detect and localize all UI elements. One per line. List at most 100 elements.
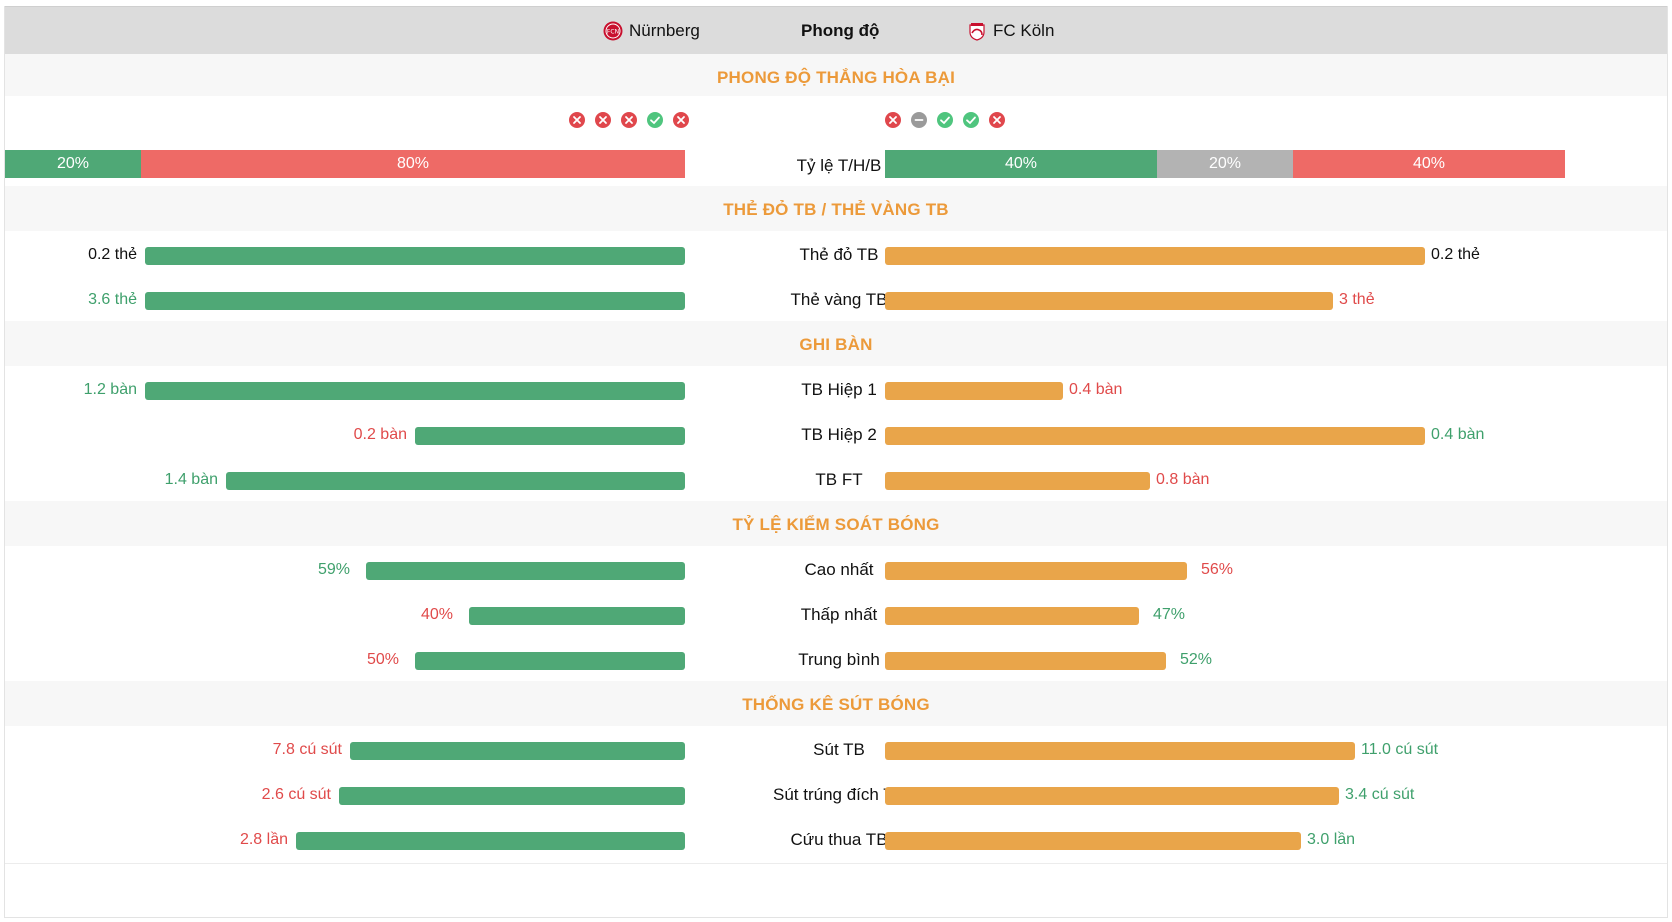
ratio-row: 20% 80% Tỷ lệ T/H/B 40% 20% 40% <box>5 142 1667 190</box>
stat-row-goals-h1: 1.2 bàn TB Hiệp 1 0.4 bàn <box>5 366 1667 414</box>
home-stat-bar <box>145 382 685 400</box>
stat-row-shots: 7.8 cú sút Sút TB 11.0 cú sút <box>5 726 1667 774</box>
stat-row-possession-avg: 50% Trung bình 52% <box>5 636 1667 684</box>
away-stat-value: 3.0 lần <box>1307 830 1356 848</box>
form-results-row <box>5 96 1667 144</box>
win-check-icon <box>937 111 953 128</box>
away-stat-bar <box>885 292 1333 310</box>
section-possession-title: TỶ LỆ KIỂM SOÁT BÓNG <box>5 501 1667 549</box>
nurnberg-crest-icon: FCN <box>603 21 623 41</box>
home-stat-value: 0.2 thẻ <box>88 245 137 263</box>
draw-minus-icon <box>911 111 927 128</box>
away-stat-bar <box>885 562 1187 580</box>
away-stat-bar <box>885 382 1063 400</box>
away-form-dots <box>884 96 1006 143</box>
loss-x-icon <box>885 111 901 128</box>
away-stat-value: 47% <box>1153 605 1186 623</box>
stat-label: Sút TB <box>813 739 865 759</box>
stat-row-possession-min: 40% Thấp nhất 47% <box>5 591 1667 639</box>
away-team-name: FC Köln <box>993 21 1055 40</box>
loss-x-icon <box>569 111 585 128</box>
away-stat-bar <box>885 247 1425 265</box>
home-stat-bar <box>145 292 685 310</box>
home-ratio-win-segment: 20% <box>5 150 141 178</box>
home-form-dots <box>568 96 690 143</box>
section-shots-title: THỐNG KÊ SÚT BÓNG <box>5 681 1667 729</box>
svg-text:FCN: FCN <box>607 29 619 36</box>
stat-row-yellow-cards: 3.6 thẻ Thẻ vàng TB 3 thẻ <box>5 276 1667 324</box>
home-stat-bar <box>415 652 685 670</box>
loss-x-icon <box>621 111 637 128</box>
away-stat-value: 56% <box>1201 560 1234 578</box>
win-check-icon <box>647 111 663 128</box>
koln-crest-icon <box>969 23 985 41</box>
stat-label: Cứu thua TB <box>790 829 888 849</box>
section-goals-title: GHI BÀN <box>5 321 1667 369</box>
home-stat-value: 0.2 bàn <box>353 425 407 443</box>
stat-label: TB FT <box>815 469 863 489</box>
ratio-label: Tỷ lệ T/H/B <box>796 156 882 175</box>
away-ratio-draw-segment: 20% <box>1157 150 1293 178</box>
away-stat-bar <box>885 427 1425 445</box>
away-ratio-bar: 40% 20% 40% <box>885 150 1565 178</box>
home-stat-value: 2.6 cú sút <box>261 785 331 803</box>
away-ratio-loss-segment: 40% <box>1293 150 1565 178</box>
home-ratio-loss-segment: 80% <box>141 150 685 178</box>
home-team-name: Nürnberg <box>629 21 700 40</box>
stat-row-saves: 2.8 lần Cứu thua TB 3.0 lần <box>5 816 1667 864</box>
home-stat-value: 40% <box>420 605 453 623</box>
away-stat-bar <box>885 607 1139 625</box>
stat-label: Trung bình <box>798 649 880 669</box>
loss-x-icon <box>989 111 1005 128</box>
away-stat-bar <box>885 832 1301 850</box>
home-team[interactable]: FCN Nürnberg <box>603 7 700 55</box>
home-stat-bar <box>366 562 685 580</box>
home-stat-bar <box>415 427 685 445</box>
away-stat-value: 0.4 bàn <box>1431 425 1485 443</box>
away-stat-value: 11.0 cú sút <box>1361 740 1439 758</box>
stat-label: Thấp nhất <box>800 604 878 624</box>
home-stat-value: 7.8 cú sút <box>272 740 342 758</box>
away-stat-bar <box>885 742 1355 760</box>
header-title: Phong độ <box>801 21 880 40</box>
away-stat-value: 52% <box>1180 650 1213 668</box>
stat-label: TB Hiệp 2 <box>801 424 877 444</box>
loss-x-icon <box>673 111 689 128</box>
stat-row-shots-on-target: 2.6 cú sút Sút trúng đích TB 3.4 cú sút <box>5 771 1667 819</box>
home-stat-value: 2.8 lần <box>239 830 288 848</box>
home-stat-bar <box>469 607 685 625</box>
stat-label: Thẻ đỏ TB <box>799 244 879 264</box>
stat-label: Cao nhất <box>804 559 874 579</box>
home-stat-value: 1.4 bàn <box>164 470 218 488</box>
form-comparison-widget: FCN Nürnberg Phong độ FC Köln PHONG ĐỘ T… <box>4 6 1668 918</box>
stat-row-goals-ft: 1.4 bàn TB FT 0.8 bàn <box>5 456 1667 504</box>
stat-label: Thẻ vàng TB <box>790 289 888 309</box>
away-ratio-win-segment: 40% <box>885 150 1157 178</box>
stat-row-goals-h2: 0.2 bàn TB Hiệp 2 0.4 bàn <box>5 411 1667 459</box>
home-stat-value: 1.2 bàn <box>83 380 137 398</box>
away-team[interactable]: FC Köln <box>967 7 1054 55</box>
section-cards-title: THẺ ĐỎ TB / THẺ VÀNG TB <box>5 186 1667 234</box>
away-stat-value: 0.2 thẻ <box>1431 245 1480 263</box>
home-stat-bar <box>350 742 685 760</box>
away-stat-value: 0.8 bàn <box>1156 470 1210 488</box>
section-form-title: PHONG ĐỘ THẮNG HÒA BẠI <box>5 54 1667 102</box>
away-stat-value: 0.4 bàn <box>1069 380 1123 398</box>
home-stat-bar <box>296 832 685 850</box>
home-stat-bar <box>339 787 685 805</box>
loss-x-icon <box>595 111 611 128</box>
header-bar: FCN Nürnberg Phong độ FC Köln <box>5 6 1667 54</box>
home-stat-bar <box>226 472 685 490</box>
away-stat-value: 3.4 cú sút <box>1345 785 1415 803</box>
home-stat-value: 3.6 thẻ <box>88 290 137 308</box>
away-stat-bar <box>885 652 1166 670</box>
stat-label: Sút trúng đích TB <box>773 784 905 804</box>
stat-row-possession-max: 59% Cao nhất 56% <box>5 546 1667 594</box>
home-ratio-bar: 20% 80% <box>5 150 685 178</box>
away-stat-value: 3 thẻ <box>1339 290 1375 308</box>
home-stat-bar <box>145 247 685 265</box>
away-stat-bar <box>885 787 1339 805</box>
win-check-icon <box>963 111 979 128</box>
home-stat-value: 59% <box>317 560 350 578</box>
stat-row-red-cards: 0.2 thẻ Thẻ đỏ TB 0.2 thẻ <box>5 231 1667 279</box>
